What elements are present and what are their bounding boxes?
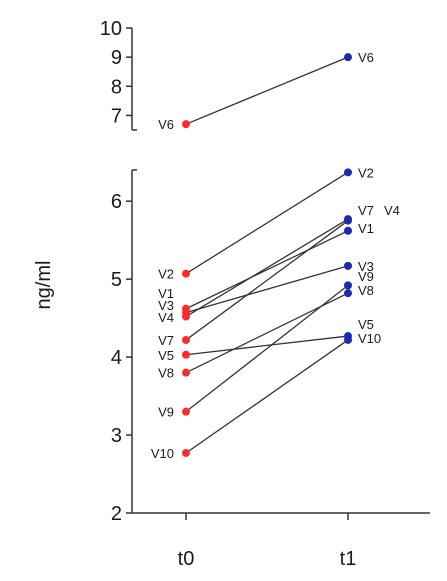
point-t0-v7 [182,335,190,344]
upper-y-tick-label: 9 [111,47,122,69]
lower-y-tick-label: 6 [111,191,122,213]
label-t1-v2: V2 [358,165,374,180]
point-t0-v10 [182,448,190,457]
upper-y-tick-label: 8 [111,76,122,98]
lower-y-tick-label: 5 [111,269,122,291]
label-t1-v3: V3 [358,259,374,274]
series-line-v2 [185,171,349,275]
point-t0-v4 [182,312,190,321]
lower-y-tick-label: 4 [111,347,122,369]
label-t1-v4: V4 [384,203,400,218]
series-line-v3 [185,265,349,314]
label-t1-v5: V5 [358,317,374,332]
series-line-v7 [185,220,349,341]
label-t0-v4: V4 [158,310,174,325]
point-t1-v9 [344,281,352,290]
point-t0-v6 [182,120,190,129]
y-axis-label: ng/ml [33,261,55,310]
label-t0-v1: V1 [158,286,174,301]
lower-y-tick-label: 3 [111,425,122,447]
point-t1-v2 [344,168,352,177]
data-points [182,53,352,457]
upper-y-tick-label: 7 [111,105,122,127]
label-t0-v6: V6 [158,117,174,132]
label-t0-v10: V10 [151,446,174,461]
series-line-v9 [185,284,349,413]
lower-y-tick-label: 2 [111,503,122,525]
point-t1-v8 [344,289,352,298]
series-line-v1 [185,230,349,310]
label-t1-v10: V10 [358,331,381,346]
point-t0-v9 [182,407,190,416]
upper-y-tick-label: 10 [100,18,122,40]
label-t1-v1: V1 [358,221,374,236]
x-tick-label-t0: t0 [178,548,195,570]
series-line-v5 [185,335,349,356]
label-t0-v9: V9 [158,405,174,420]
label-t1-v8: V8 [358,283,374,298]
series-lines [185,56,349,454]
x-tick-label-t1: t1 [340,548,357,570]
label-t1-v7: V7 [358,203,374,218]
label-t0-v2: V2 [158,267,174,282]
label-t0-v7: V7 [158,333,174,348]
series-line-v4 [185,218,349,318]
series-line-v6 [185,56,349,125]
point-t1-v3 [344,261,352,270]
label-t0-v5: V5 [158,348,174,363]
axes: 7 8 9 10 2 3 4 5 6 t0 t1 [100,18,430,570]
point-t0-v8 [182,368,190,377]
label-t0-v8: V8 [158,366,174,381]
point-t1-v10 [344,335,352,344]
point-labels: V6V6V2V2V1V1V3V3V4V4V7V7V5V5V8V8V9V9V10V… [151,50,400,461]
label-t1-v9: V9 [358,269,374,284]
point-t1-v6 [344,53,352,62]
point-t1-v1 [344,226,352,235]
series-line-v10 [185,339,349,454]
point-t0-v2 [182,269,190,278]
label-t1-v6: V6 [358,50,374,65]
point-t0-v5 [182,350,190,359]
label-t0-v3: V3 [158,298,174,313]
point-t1-v7 [344,216,352,225]
